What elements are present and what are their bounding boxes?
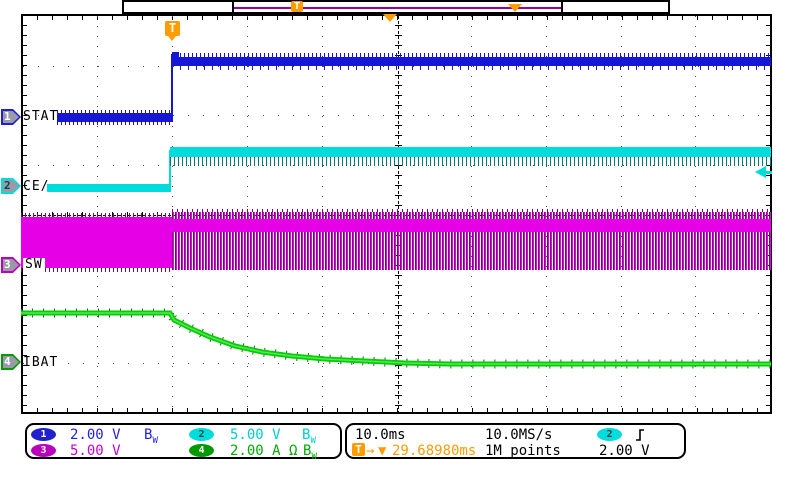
ch2-bandwidth-icon: BW: [302, 427, 316, 446]
trigger-readout-t-icon: T: [352, 443, 365, 456]
trigger-expansion-icon: ▼: [378, 443, 387, 459]
ch2-label: CE/: [23, 179, 50, 194]
ch4-impedance-icon: Ω: [289, 443, 298, 459]
ch2-scale-readout: 5.00 V: [230, 427, 281, 443]
ch1-scale-readout: 2.00 V: [70, 427, 121, 443]
record-trigger-icon: T: [291, 1, 303, 12]
record-expansion-point-icon: [508, 4, 522, 12]
record-window-bracket-right: [561, 2, 563, 12]
trigger-position-readout: 29.68980ms: [392, 443, 477, 459]
ch1-badge: 1: [31, 428, 56, 441]
ch3-badge: 3: [31, 444, 56, 457]
ch2-badge: 2: [189, 428, 214, 441]
trigger-slope-icon: [636, 429, 644, 441]
ch3-scale-readout: 5.00 V: [70, 443, 121, 459]
trigger-position-icon: T: [165, 21, 180, 41]
ch3-position-marker: 3: [1, 257, 21, 273]
trigger-source-badge: 2: [597, 428, 622, 441]
ch4-label: IBAT: [23, 355, 59, 370]
horizontal-trigger-readout-box: 10.0ms 10.0MS/s 2 T → ▼ 29.68980ms 1M po…: [345, 423, 686, 459]
sample-rate-readout: 10.0MS/s: [485, 427, 553, 443]
ch4-scale-readout: 2.00 A: [230, 443, 281, 459]
ch1-label: STAT: [23, 109, 59, 124]
ch3-label: SW: [23, 257, 45, 272]
timebase-readout: 10.0ms: [355, 427, 406, 443]
channel-scale-readout-box: 1 2.00 V BW 2 5.00 V BW 3 5.00 V 4 2.00 …: [25, 423, 342, 462]
ch1-position-marker: 1: [1, 109, 21, 125]
ch4-position-marker: 4: [1, 354, 21, 370]
trigger-level-arrow-icon: [755, 166, 772, 178]
graticule: [21, 14, 772, 414]
expansion-point-icon: [383, 14, 397, 22]
center-horizontal-axis-ticks: [23, 212, 770, 219]
trigger-arrow-icon: →: [366, 443, 375, 459]
record-view-bar: T: [122, 0, 670, 14]
record-window-bracket-left: [232, 2, 234, 12]
ch1-bandwidth-icon: BW: [144, 427, 158, 446]
record-waveform-line: [234, 7, 562, 9]
trigger-level-readout: 2.00 V: [599, 443, 650, 459]
ch2-position-marker: 2: [1, 178, 21, 194]
ch4-badge: 4: [189, 444, 214, 457]
record-length-readout: 1M points: [485, 443, 561, 459]
ch4-bandwidth-icon: BW: [303, 443, 317, 462]
